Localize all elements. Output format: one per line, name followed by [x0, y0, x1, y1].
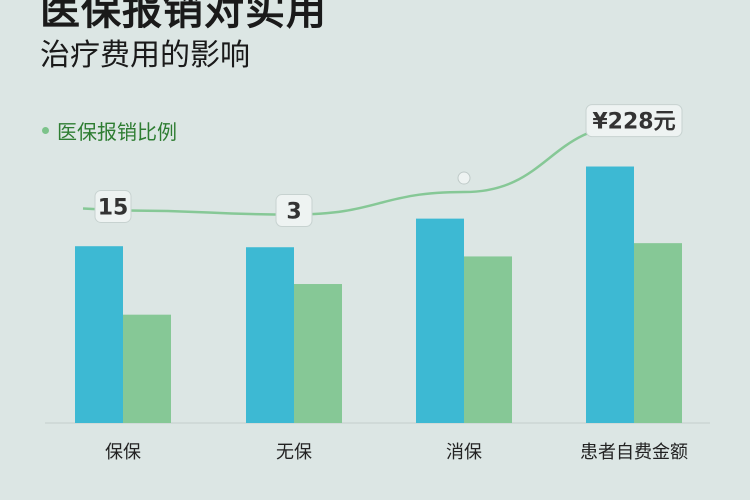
point-label-1: 15: [98, 195, 129, 220]
x-tick-label-1: 保保: [105, 442, 141, 463]
legend: 医保报销比例: [42, 116, 177, 145]
bar-series-1-4: [586, 166, 634, 423]
bar-series-1-2: [246, 247, 294, 423]
bar-series-2-4: [634, 243, 682, 423]
legend-marker: [42, 127, 49, 134]
chart-subtitle: 治疗费用的影响: [40, 38, 250, 73]
bar-series-1-1: [75, 246, 123, 423]
line-series: [82, 123, 635, 216]
point-label-box-1: [94, 189, 132, 223]
bar-series-2-3: [464, 256, 512, 423]
chart-title: 医保报销对实用: [40, 0, 327, 34]
bar-series-2-1: [123, 314, 171, 423]
legend-label: 医保报销比例: [57, 120, 177, 144]
point-label-2: 3: [286, 200, 301, 225]
point-label-box-2: [275, 194, 313, 228]
x-tick-label-3: 消保: [446, 442, 482, 463]
point-label-4: ¥228元: [592, 110, 675, 135]
bar-series-2-2: [294, 284, 342, 423]
x-tick-label-2: 无保: [276, 442, 312, 463]
x-tick-label-4: 患者自费金额: [580, 442, 688, 463]
bar-series-1-3: [416, 218, 464, 423]
line-point-marker-3: [457, 171, 471, 185]
point-label-box-4: [585, 104, 683, 138]
